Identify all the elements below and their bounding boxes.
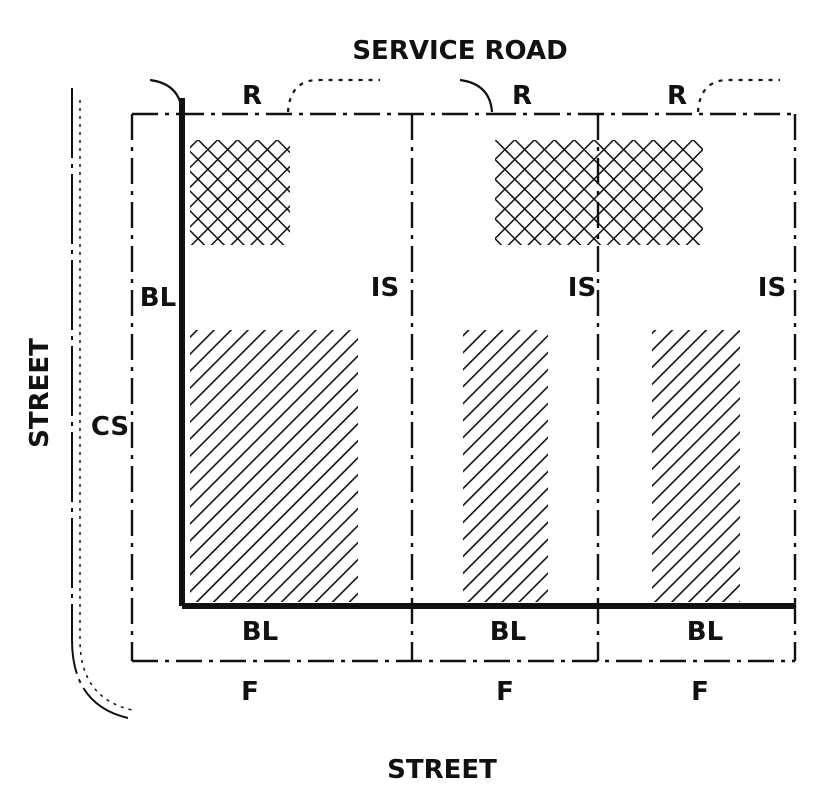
building-area-lot-1 [190,330,358,602]
front-label-lot-1: F [241,677,259,707]
building-lines [179,98,795,609]
build-line-label-lot-3: BL [687,617,723,647]
street-curb [71,88,133,719]
build-line-label-lot-1: BL [242,617,278,647]
side-build-line-label: BL [140,283,176,313]
rear-label-lot-3: R [667,81,687,111]
lot-boundaries [130,112,797,663]
service-road-label: SERVICE ROAD [352,36,567,66]
building-area-lot-3 [652,330,740,602]
rear-label-lot-1: R [242,81,262,111]
build-line-label-lot-2: BL [490,617,526,647]
interior-side-label-lot-3: IS [758,273,786,303]
bottom-street-label: STREET [387,755,497,785]
parking-area-lot-2 [495,140,598,245]
left-street-label: STREET [25,338,55,448]
front-label-lot-3: F [691,677,709,707]
parking-area-lot-1 [190,140,290,245]
interior-side-label-lot-2: IS [568,273,596,303]
rear-label-lot-2: R [512,81,532,111]
front-label-lot-2: F [496,677,514,707]
parking-area-lot-3 [598,140,703,245]
building-area-lot-2 [463,330,548,602]
corner-side-label: CS [91,412,129,442]
interior-side-label-lot-1: IS [371,273,399,303]
